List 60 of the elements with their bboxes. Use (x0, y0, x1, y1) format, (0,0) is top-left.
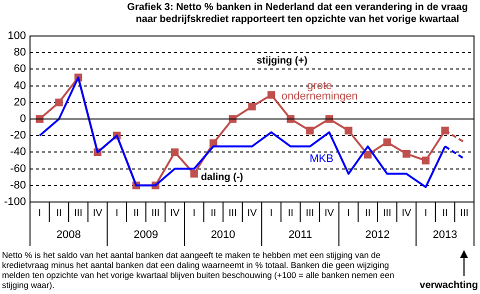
y-tick-label: -60 (10, 162, 26, 175)
point (441, 126, 449, 134)
point (402, 150, 410, 158)
annotation: stijging (+) (256, 56, 308, 67)
point (344, 126, 352, 134)
x-tick-label: I (424, 208, 428, 219)
x-tick-label: II (365, 208, 371, 219)
annotation: daling (-) (200, 172, 244, 183)
x-tick-label: III (382, 208, 392, 219)
x-tick-label: IV (170, 208, 180, 219)
point (55, 98, 63, 106)
x-tick-label: I (38, 208, 42, 219)
text: Netto % is het saldo van het aantal banken dat aangeeft te maken te hebben met een stijging van de kredietvraag minus het aantal banken dat een daling waarneemt in % totaal. Banken die geen wijziging melden ten opzichte van het vorige kwartaal blijven buiten beschouwing (+100 = alle banken nemen een stijging waar). (2, 250, 396, 290)
text: 2009 (134, 229, 158, 242)
text: 2008 (56, 229, 81, 242)
x-tick-label: IV (247, 208, 258, 219)
series-label: MKB (310, 152, 334, 165)
x-tick-label: III (151, 208, 160, 219)
x-tick-label: II (210, 208, 216, 219)
text: 2011 (288, 229, 312, 242)
y-tick-label: 0 (20, 113, 26, 126)
x-tick-label: II (288, 208, 294, 219)
chart-title: Grafiek 3: Netto % banken in Nederland dat een verandering in de vraag naar bedrijfskrediet rapporteert ten opzichte van het vorige kwartaal (126, 2, 469, 26)
x-tick-label: I (347, 208, 350, 219)
x-tick-label: I (270, 208, 273, 219)
point (383, 138, 391, 146)
x-tick-label: II (442, 208, 448, 219)
series-label: grote ondernemingen (281, 80, 358, 103)
point (248, 102, 256, 110)
y-tick-label: -100 (4, 196, 26, 208)
x-tick-label: III (228, 208, 237, 219)
y-tick-label: 100 (8, 30, 26, 42)
point (364, 150, 372, 159)
y-tick-label: 40 (14, 80, 26, 92)
y-tick-label: -40 (10, 146, 26, 158)
y-tick-label: 80 (14, 46, 26, 59)
point (170, 148, 179, 156)
point (190, 170, 198, 178)
x-tick-label: I (192, 208, 196, 219)
point (267, 91, 276, 99)
point (422, 156, 430, 164)
text: 2013 (432, 229, 458, 242)
x-tick-label: II (56, 208, 62, 219)
y-tick-label: 60 (14, 63, 26, 76)
text: verwachting (420, 280, 478, 291)
text: 2012 (365, 229, 390, 242)
x-tick-label: I (115, 208, 118, 219)
x-tick-label: II (133, 208, 139, 219)
x-tick-label: III (306, 208, 314, 219)
text: 2010 (210, 229, 236, 242)
point (306, 126, 314, 134)
y-tick-label: -80 (10, 179, 26, 192)
x-tick-label: IV (92, 208, 103, 219)
y-tick-label: 20 (14, 96, 26, 108)
x-tick-label: III (74, 208, 82, 219)
x-tick-label: IV (402, 208, 412, 219)
y-tick-label: -20 (10, 130, 26, 142)
x-tick-label: IV (324, 208, 334, 219)
point (210, 139, 218, 147)
x-tick-label: III (460, 208, 469, 219)
